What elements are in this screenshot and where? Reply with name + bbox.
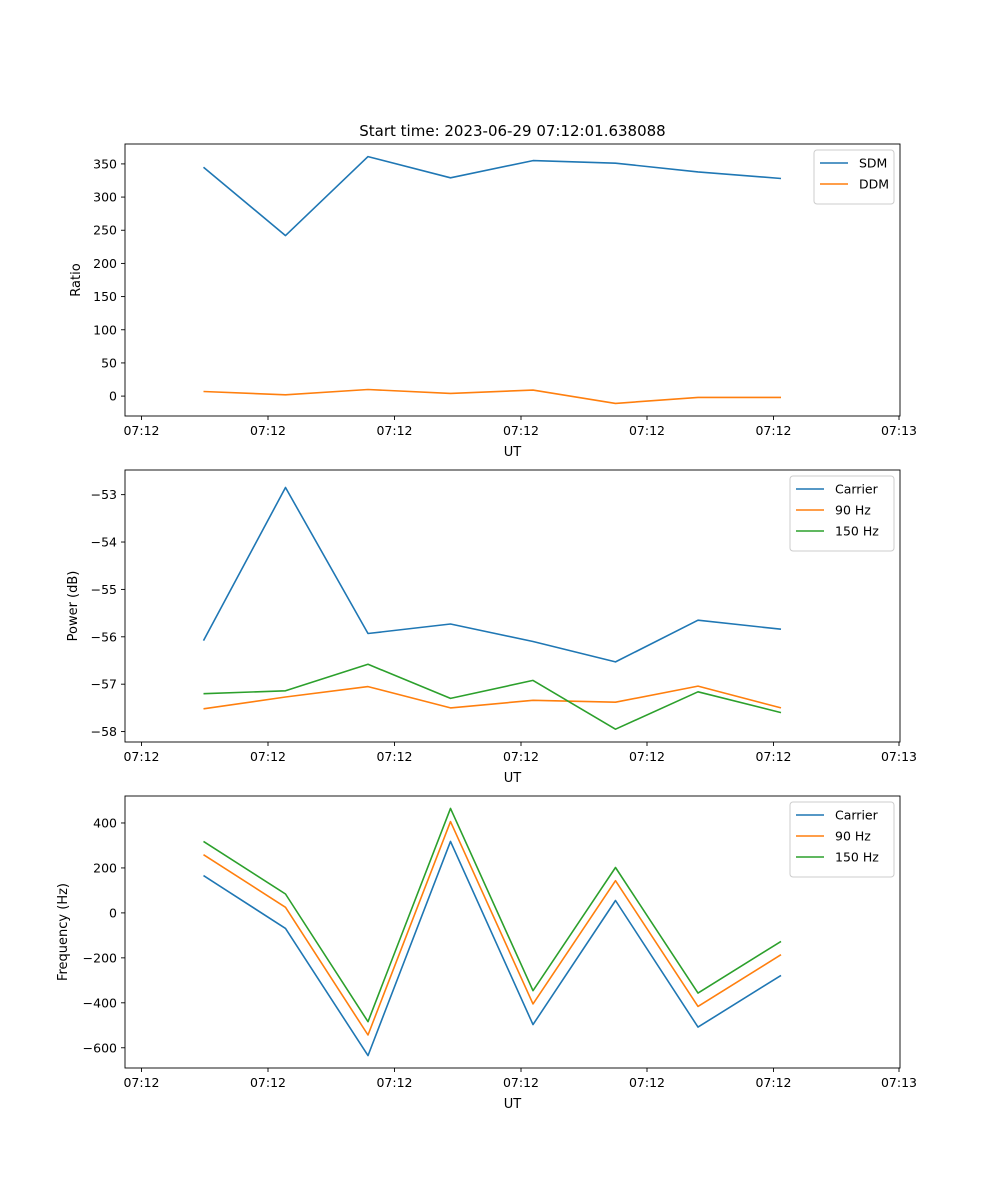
series-line-150-hz	[203, 807, 782, 1023]
x-tick-label: 07:12	[250, 749, 286, 764]
y-tick-label: 200	[93, 860, 117, 875]
legend: SDM DDM	[813, 149, 895, 205]
subplot-2: 07:12 07:12 07:12 07:12 07:12 07:12 07:13 −58 −5…	[66, 469, 917, 786]
y-axis-label: Frequency (Hz)	[56, 883, 71, 981]
y-tick-label: 350	[93, 156, 117, 171]
x-tick-label: 07:12	[503, 1075, 539, 1090]
x-tick-label: 07:13	[881, 1075, 917, 1090]
legend-label: DDM	[859, 177, 889, 192]
y-tick-label: −53	[91, 487, 117, 502]
subplot-1: 07:12 07:12 07:12 07:12 07:12 07:12 07:13 0 50 10…	[69, 143, 917, 460]
y-tick-label: −400	[83, 995, 117, 1010]
x-tick-label: 07:12	[755, 1075, 791, 1090]
x-tick-label: 07:12	[250, 423, 286, 438]
legend-label: Carrier	[835, 482, 879, 497]
x-tick-label: 07:13	[881, 423, 917, 438]
x-tick-label: 07:13	[881, 749, 917, 764]
x-tick-label: 07:12	[376, 749, 412, 764]
legend-label: Carrier	[835, 808, 879, 823]
y-tick-label: −54	[91, 535, 117, 550]
y-tick-label: 250	[93, 223, 117, 238]
y-tick-label: 200	[93, 256, 117, 271]
x-tick-label: 07:12	[629, 1075, 665, 1090]
subplot-3: 07:12 07:12 07:12 07:12 07:12 07:12 07:13 −600 −…	[56, 795, 917, 1112]
x-tick-label: 07:12	[250, 1075, 286, 1090]
y-tick-label: 400	[93, 815, 117, 830]
legend-label: 150 Hz	[835, 524, 879, 539]
x-tick-label: 07:12	[755, 749, 791, 764]
series-line-carrier	[203, 840, 782, 1057]
series-line-90-hz	[203, 685, 782, 710]
x-axis-label: UT	[504, 1097, 522, 1112]
legend: Carrier 90 Hz 150 Hz	[789, 475, 895, 552]
y-tick-label: 150	[93, 289, 117, 304]
legend-label: SDM	[859, 156, 887, 171]
legend-box	[789, 801, 895, 878]
series-line-90-hz	[203, 820, 782, 1036]
x-tick-label: 07:12	[629, 423, 665, 438]
x-axis-label: UT	[504, 771, 522, 786]
x-tick-label: 07:12	[376, 1075, 412, 1090]
y-tick-label: −600	[83, 1040, 117, 1055]
x-tick-label: 07:12	[376, 423, 412, 438]
x-tick-label: 07:12	[755, 423, 791, 438]
x-tick-label: 07:12	[123, 749, 159, 764]
y-axis-label: Ratio	[69, 263, 84, 296]
y-tick-label: 0	[109, 905, 117, 920]
y-tick-label: 100	[93, 322, 117, 337]
axes-frame	[124, 795, 901, 1069]
y-axis-label: Power (dB)	[66, 571, 81, 642]
figure-title: Start time: 2023-06-29 07:12:01.638088	[359, 122, 665, 140]
legend: Carrier 90 Hz 150 Hz	[789, 801, 895, 878]
x-tick-label: 07:12	[503, 749, 539, 764]
y-tick-label: −56	[91, 629, 117, 644]
legend-label: 90 Hz	[835, 829, 871, 844]
legend-label: 150 Hz	[835, 850, 879, 865]
legend-label: 90 Hz	[835, 503, 871, 518]
axes-frame	[124, 143, 901, 417]
y-tick-label: 300	[93, 190, 117, 205]
x-tick-label: 07:12	[629, 749, 665, 764]
y-tick-label: −58	[91, 724, 117, 739]
x-tick-label: 07:12	[123, 1075, 159, 1090]
y-tick-label: 0	[109, 389, 117, 404]
legend-box	[789, 475, 895, 552]
axes-frame	[124, 469, 901, 743]
y-tick-label: −200	[83, 950, 117, 965]
series-line-carrier	[202, 486, 782, 663]
y-tick-label: −55	[91, 582, 117, 597]
y-tick-label: 50	[101, 355, 117, 370]
x-tick-label: 07:12	[503, 423, 539, 438]
x-axis-label: UT	[504, 445, 522, 460]
x-tick-label: 07:12	[123, 423, 159, 438]
series-line-150-hz	[203, 663, 782, 731]
series-line-ddm	[203, 388, 781, 405]
series-line-sdm	[202, 155, 782, 237]
y-tick-label: −57	[91, 677, 117, 692]
